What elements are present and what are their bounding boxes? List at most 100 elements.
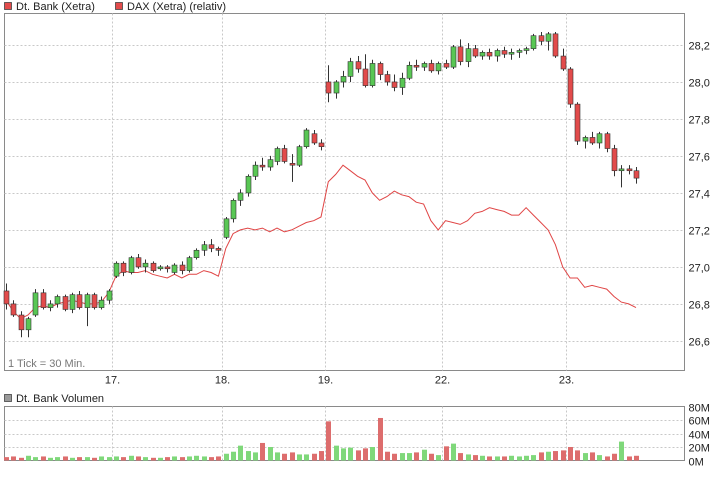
- candle-body-up: [369, 63, 376, 86]
- candle: [479, 50, 486, 60]
- volume-bar: [268, 447, 273, 461]
- candle-body-down: [259, 164, 266, 168]
- candle-body-down: [10, 303, 17, 316]
- candle-body-down: [179, 264, 186, 271]
- candle-body-up: [128, 257, 135, 273]
- candle: [76, 290, 83, 310]
- volume-bar: [41, 456, 46, 461]
- tick-interval-note: 1 Tick = 30 Min.: [8, 358, 85, 370]
- candle: [501, 46, 508, 58]
- volume-bar: [444, 446, 449, 461]
- candle: [538, 31, 545, 45]
- candle: [179, 261, 186, 275]
- candle: [171, 263, 178, 275]
- candle: [281, 144, 288, 164]
- price-tick-label: 27,0: [689, 263, 710, 275]
- volume-tick-label: 0M: [689, 457, 704, 469]
- candle: [3, 283, 10, 310]
- price-tick-label: 27,4: [689, 189, 710, 201]
- candle-body-up: [186, 257, 193, 271]
- candle-body-down: [120, 262, 127, 273]
- volume-bar: [172, 456, 177, 461]
- volume-bar: [77, 457, 82, 461]
- candlestick-series: [3, 31, 640, 338]
- volume-bar: [231, 451, 236, 461]
- candle: [98, 296, 105, 310]
- candle-body-up: [479, 52, 486, 57]
- candle: [428, 59, 435, 73]
- volume-bar: [363, 448, 368, 461]
- volume-bar: [129, 455, 134, 461]
- candle: [391, 74, 398, 92]
- candle: [164, 265, 171, 273]
- volume-bar: [312, 453, 317, 461]
- candle-body-down: [325, 81, 332, 94]
- candle: [25, 316, 32, 338]
- candle: [494, 48, 501, 62]
- candle: [589, 131, 596, 145]
- candle-body-down: [560, 55, 567, 70]
- candle: [472, 44, 479, 58]
- candle-body-up: [530, 35, 537, 49]
- volume-bar: [290, 452, 295, 461]
- candle: [215, 246, 222, 256]
- volume-bar: [4, 457, 9, 461]
- legend-label-dt-bank: Dt. Bank (Xetra): [16, 1, 95, 13]
- candle-body-up: [465, 48, 472, 62]
- candle: [435, 61, 442, 75]
- candle-body-up: [516, 50, 523, 53]
- candle-body-down: [604, 133, 611, 149]
- volume-tick-label: 80M: [689, 403, 710, 415]
- volume-bar: [590, 452, 595, 461]
- candle: [413, 59, 420, 71]
- price-panel: [4, 13, 685, 371]
- volume-bar: [583, 453, 588, 461]
- volume-bar: [158, 457, 163, 461]
- candle: [406, 61, 413, 81]
- candle-body-down: [377, 63, 384, 75]
- candle-body-down: [164, 266, 171, 270]
- volume-bar: [275, 452, 280, 461]
- candle-body-down: [311, 133, 318, 144]
- candle: [186, 255, 193, 273]
- volume-bar: [553, 451, 558, 461]
- volume-bar: [480, 455, 485, 461]
- candle: [40, 289, 47, 310]
- candle: [450, 44, 457, 69]
- volume-bar: [70, 457, 75, 461]
- volume-tick-label: 20M: [689, 443, 710, 455]
- volume-bar: [487, 456, 492, 461]
- candle: [252, 161, 259, 180]
- candle-body-up: [494, 50, 501, 57]
- volume-bar: [48, 457, 53, 461]
- candle-body-up: [545, 33, 552, 42]
- volume-bar: [114, 456, 119, 461]
- candle: [399, 72, 406, 95]
- volume-bar: [356, 450, 361, 461]
- candle-body-up: [421, 63, 428, 68]
- volume-bar: [107, 457, 112, 461]
- volume-bar: [458, 453, 463, 461]
- legend-swatch-volume: [4, 394, 12, 402]
- volume-bar: [33, 457, 38, 461]
- volume-bar: [392, 453, 397, 461]
- candle: [369, 59, 376, 88]
- candle: [128, 255, 135, 275]
- candle: [289, 154, 296, 182]
- volume-bar: [85, 457, 90, 461]
- volume-bar: [99, 456, 104, 461]
- volume-bar: [238, 445, 243, 461]
- volume-bar: [260, 442, 265, 461]
- candle: [362, 54, 369, 88]
- volume-bar: [55, 457, 60, 461]
- candle-body-down: [574, 103, 581, 142]
- candle: [486, 48, 493, 60]
- candle: [54, 294, 61, 308]
- volume-bar: [612, 453, 617, 461]
- candle: [582, 135, 589, 149]
- candle-body-up: [142, 262, 149, 268]
- volume-grid: [4, 406, 685, 461]
- volume-bar: [451, 443, 456, 461]
- volume-bar: [282, 453, 287, 461]
- candle-body-down: [76, 294, 83, 308]
